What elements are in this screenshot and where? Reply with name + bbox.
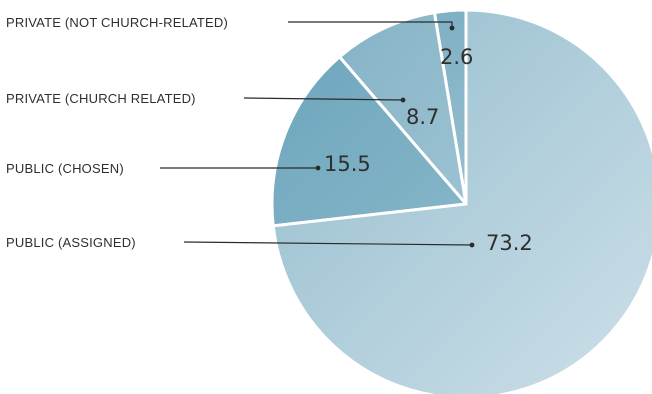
slice-public-assigned (271, 8, 652, 394)
leader-dot-public-chosen (315, 165, 321, 171)
leader-line-public-assigned (183, 241, 473, 246)
category-label-private-church-related: PRIVATE (CHURCH RELATED) (6, 91, 196, 106)
value-label-private-church-related: 8.7 (406, 105, 439, 129)
value-label-public-assigned: 73.2 (486, 231, 533, 255)
category-label-private-not-church-related: PRIVATE (NOT CHURCH-RELATED) (6, 15, 228, 30)
category-label-public-chosen: PUBLIC (CHOSEN) (6, 161, 124, 176)
leader-line-private-church-related (243, 97, 404, 101)
slice-private-church-related (337, 10, 469, 210)
category-label-public-assigned: PUBLIC (ASSIGNED) (6, 235, 136, 250)
leader-dot-public-assigned (469, 242, 475, 248)
value-label-private-not-church-related: 2.6 (440, 45, 473, 69)
value-label-public-chosen: 15.5 (324, 152, 371, 176)
leader-dot-private-church-related (400, 97, 406, 103)
leader-dot-private-not-church-related (449, 25, 455, 31)
